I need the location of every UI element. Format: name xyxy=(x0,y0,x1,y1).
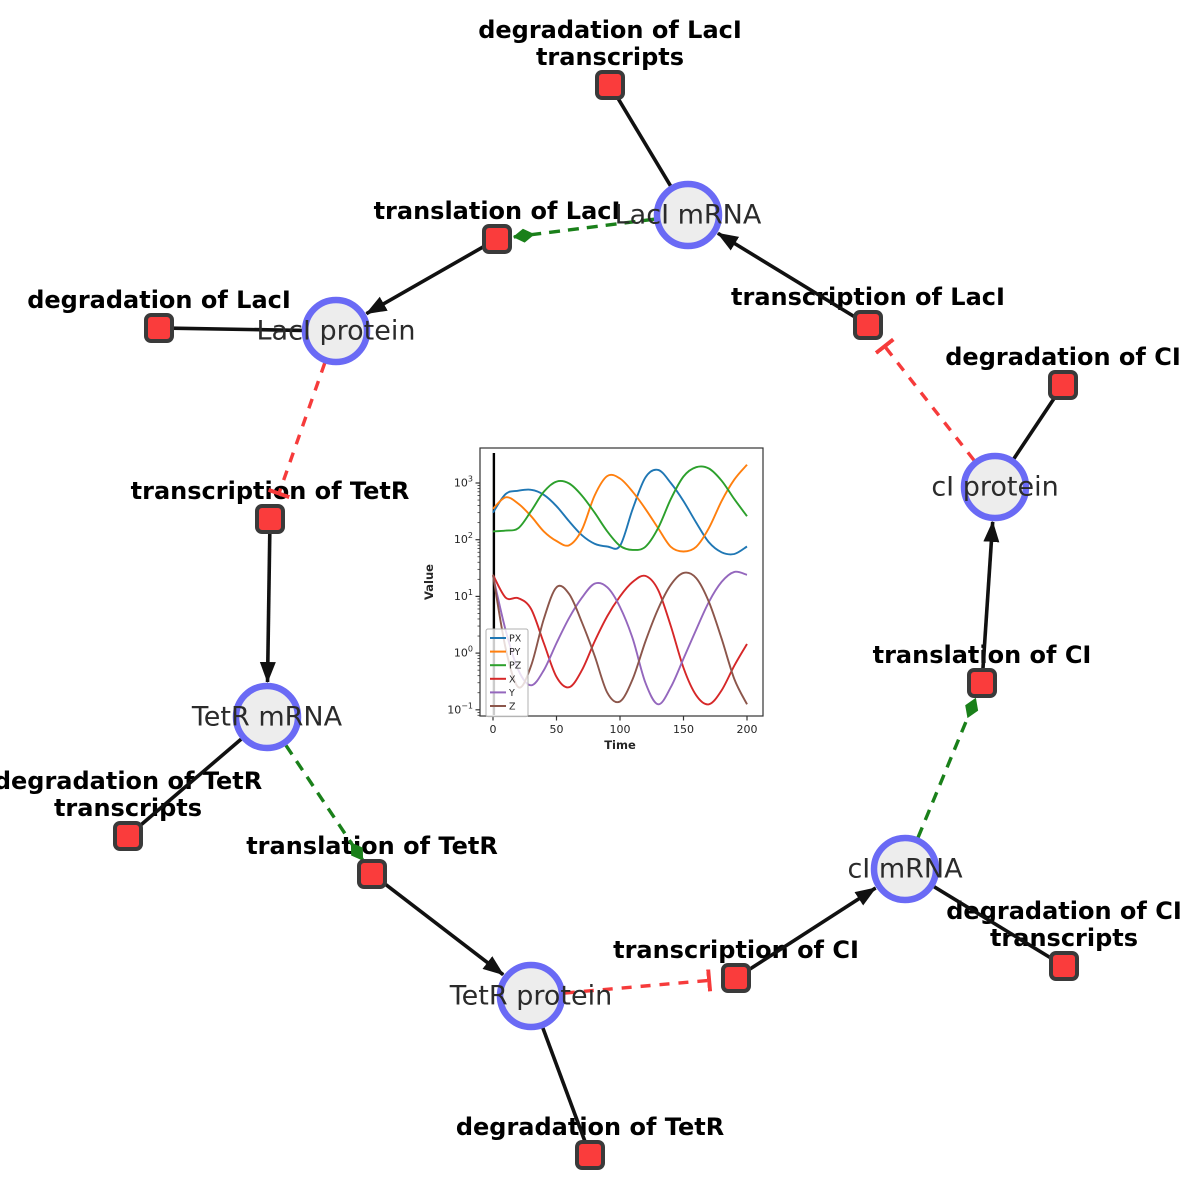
species-node-tetr-protein[interactable] xyxy=(496,961,566,1031)
edge-production-translation-tetr-to-tetr-protein xyxy=(380,879,505,977)
species-node-laci-mrna[interactable] xyxy=(653,180,723,250)
series-pz xyxy=(492,465,748,551)
reaction-node-degradation-ci[interactable] xyxy=(1048,370,1078,400)
transcription-tetr-label: transcription of TetR xyxy=(131,477,410,505)
transcription-laci-label: transcription of LacI xyxy=(731,283,1005,311)
y-tick-label: 100 xyxy=(454,645,473,660)
edge-consumption-laci-mrna-to-degradation-laci-transcripts xyxy=(615,95,673,187)
ci-protein-label: cI protein xyxy=(931,472,1058,503)
edge-modifier-tetr-mrna-to-translation-tetr xyxy=(284,744,364,861)
legend-label-py: PY xyxy=(509,647,521,658)
reaction-node-translation-tetr[interactable] xyxy=(357,859,387,889)
edge-inhibition-ci-protein-to-transcription-laci xyxy=(874,337,976,462)
legend-label-y: Y xyxy=(508,688,515,699)
legend-label-x: X xyxy=(509,674,516,685)
y-axis-title: Value xyxy=(422,564,436,600)
species-node-ci-mrna[interactable] xyxy=(870,834,940,904)
degradation-laci-transcripts-label: transcripts xyxy=(536,43,684,71)
degradation-ci-transcripts-label: degradation of CI xyxy=(946,897,1182,925)
edge-consumption-tetr-mrna-to-degradation-tetr-transcripts xyxy=(136,737,243,829)
edge-production-transcription-tetr-to-tetr-mrna xyxy=(259,530,276,684)
reaction-node-transcription-laci[interactable] xyxy=(853,310,883,340)
translation-tetr-label: translation of TetR xyxy=(246,832,498,860)
edge-inhibition-tetr-protein-to-transcription-ci xyxy=(564,969,713,995)
y-tick-label: 10−1 xyxy=(447,701,473,716)
degradation-laci-label: degradation of LacI xyxy=(27,286,291,314)
x-tick-label: 100 xyxy=(610,723,631,736)
edge-consumption-tetr-protein-to-degradation-tetr xyxy=(541,1027,588,1144)
edge-inhibition-laci-protein-to-transcription-tetr xyxy=(267,362,327,500)
reaction-node-degradation-laci[interactable] xyxy=(144,313,174,343)
degradation-laci-transcripts-label: degradation of LacI xyxy=(478,16,742,44)
edge-consumption-laci-protein-to-degradation-laci xyxy=(171,326,303,333)
transcription-ci-label: transcription of CI xyxy=(613,936,859,964)
y-tick-label: 101 xyxy=(454,588,473,603)
tetr-protein-label: TetR protein xyxy=(449,981,612,1012)
chart-legend-box xyxy=(485,628,529,718)
x-tick-label: 0 xyxy=(490,723,497,736)
edge-production-translation-ci-to-ci-protein xyxy=(980,520,1000,672)
laci-protein-label: LacI protein xyxy=(257,316,416,347)
degradation-tetr-transcripts-label: degradation of TetR xyxy=(0,767,262,795)
species-node-tetr-mrna[interactable] xyxy=(232,682,302,752)
series-x xyxy=(492,574,748,706)
tetr-mrna-label: TetR mRNA xyxy=(191,702,343,733)
legend-label-z: Z xyxy=(509,702,516,713)
degradation-tetr-transcripts-label: transcripts xyxy=(54,794,202,822)
edge-production-translation-laci-to-laci-protein xyxy=(365,243,488,316)
y-tick-label: 103 xyxy=(454,475,473,490)
edge-production-transcription-ci-to-ci-mrna xyxy=(745,886,877,974)
degradation-ci-label: degradation of CI xyxy=(945,343,1181,371)
y-tick-label: 102 xyxy=(454,531,473,546)
ci-mrna-label: cI mRNA xyxy=(847,854,963,885)
edge-consumption-ci-mrna-to-degradation-ci-transcripts xyxy=(933,885,1054,961)
edge-production-transcription-laci-to-laci-mrna xyxy=(716,231,859,321)
series-y xyxy=(492,570,748,706)
translation-laci-label: translation of LacI xyxy=(374,197,621,225)
degradation-tetr-label: degradation of TetR xyxy=(456,1113,724,1141)
reaction-node-degradation-tetr-transcripts[interactable] xyxy=(113,821,143,851)
reaction-node-transcription-tetr[interactable] xyxy=(255,504,285,534)
edge-modifier-laci-mrna-to-translation-laci xyxy=(512,217,655,243)
reaction-node-transcription-ci[interactable] xyxy=(721,963,751,993)
legend-label-pz: PZ xyxy=(509,661,522,672)
species-node-laci-protein[interactable] xyxy=(301,296,371,366)
legend-label-px: PX xyxy=(509,634,522,645)
series-z xyxy=(492,571,748,705)
reaction-node-translation-ci[interactable] xyxy=(967,668,997,698)
reaction-node-translation-laci[interactable] xyxy=(482,224,512,254)
edge-modifier-ci-mrna-to-translation-ci xyxy=(916,697,979,839)
degradation-ci-transcripts-label: transcripts xyxy=(990,924,1138,952)
laci-mrna-label: LacI mRNA xyxy=(615,200,762,231)
reaction-node-degradation-ci-transcripts[interactable] xyxy=(1049,951,1079,981)
time-series-inset-plot: 0 50 100 150 200 103 102 101 100 10−1 Time Value PX P… xyxy=(422,447,764,752)
chart-plot-area xyxy=(492,453,748,715)
x-tick-label: 200 xyxy=(737,723,758,736)
x-tick-label: 150 xyxy=(673,723,694,736)
species-node-ci-protein[interactable] xyxy=(960,452,1030,522)
x-tick-label: 50 xyxy=(550,723,564,736)
series-py xyxy=(492,464,748,553)
reaction-node-degradation-tetr[interactable] xyxy=(575,1140,605,1170)
x-axis-title: Time xyxy=(604,738,636,752)
edge-consumption-ci-protein-to-degradation-ci xyxy=(1012,394,1058,460)
reaction-node-degradation-laci-transcripts[interactable] xyxy=(595,70,625,100)
